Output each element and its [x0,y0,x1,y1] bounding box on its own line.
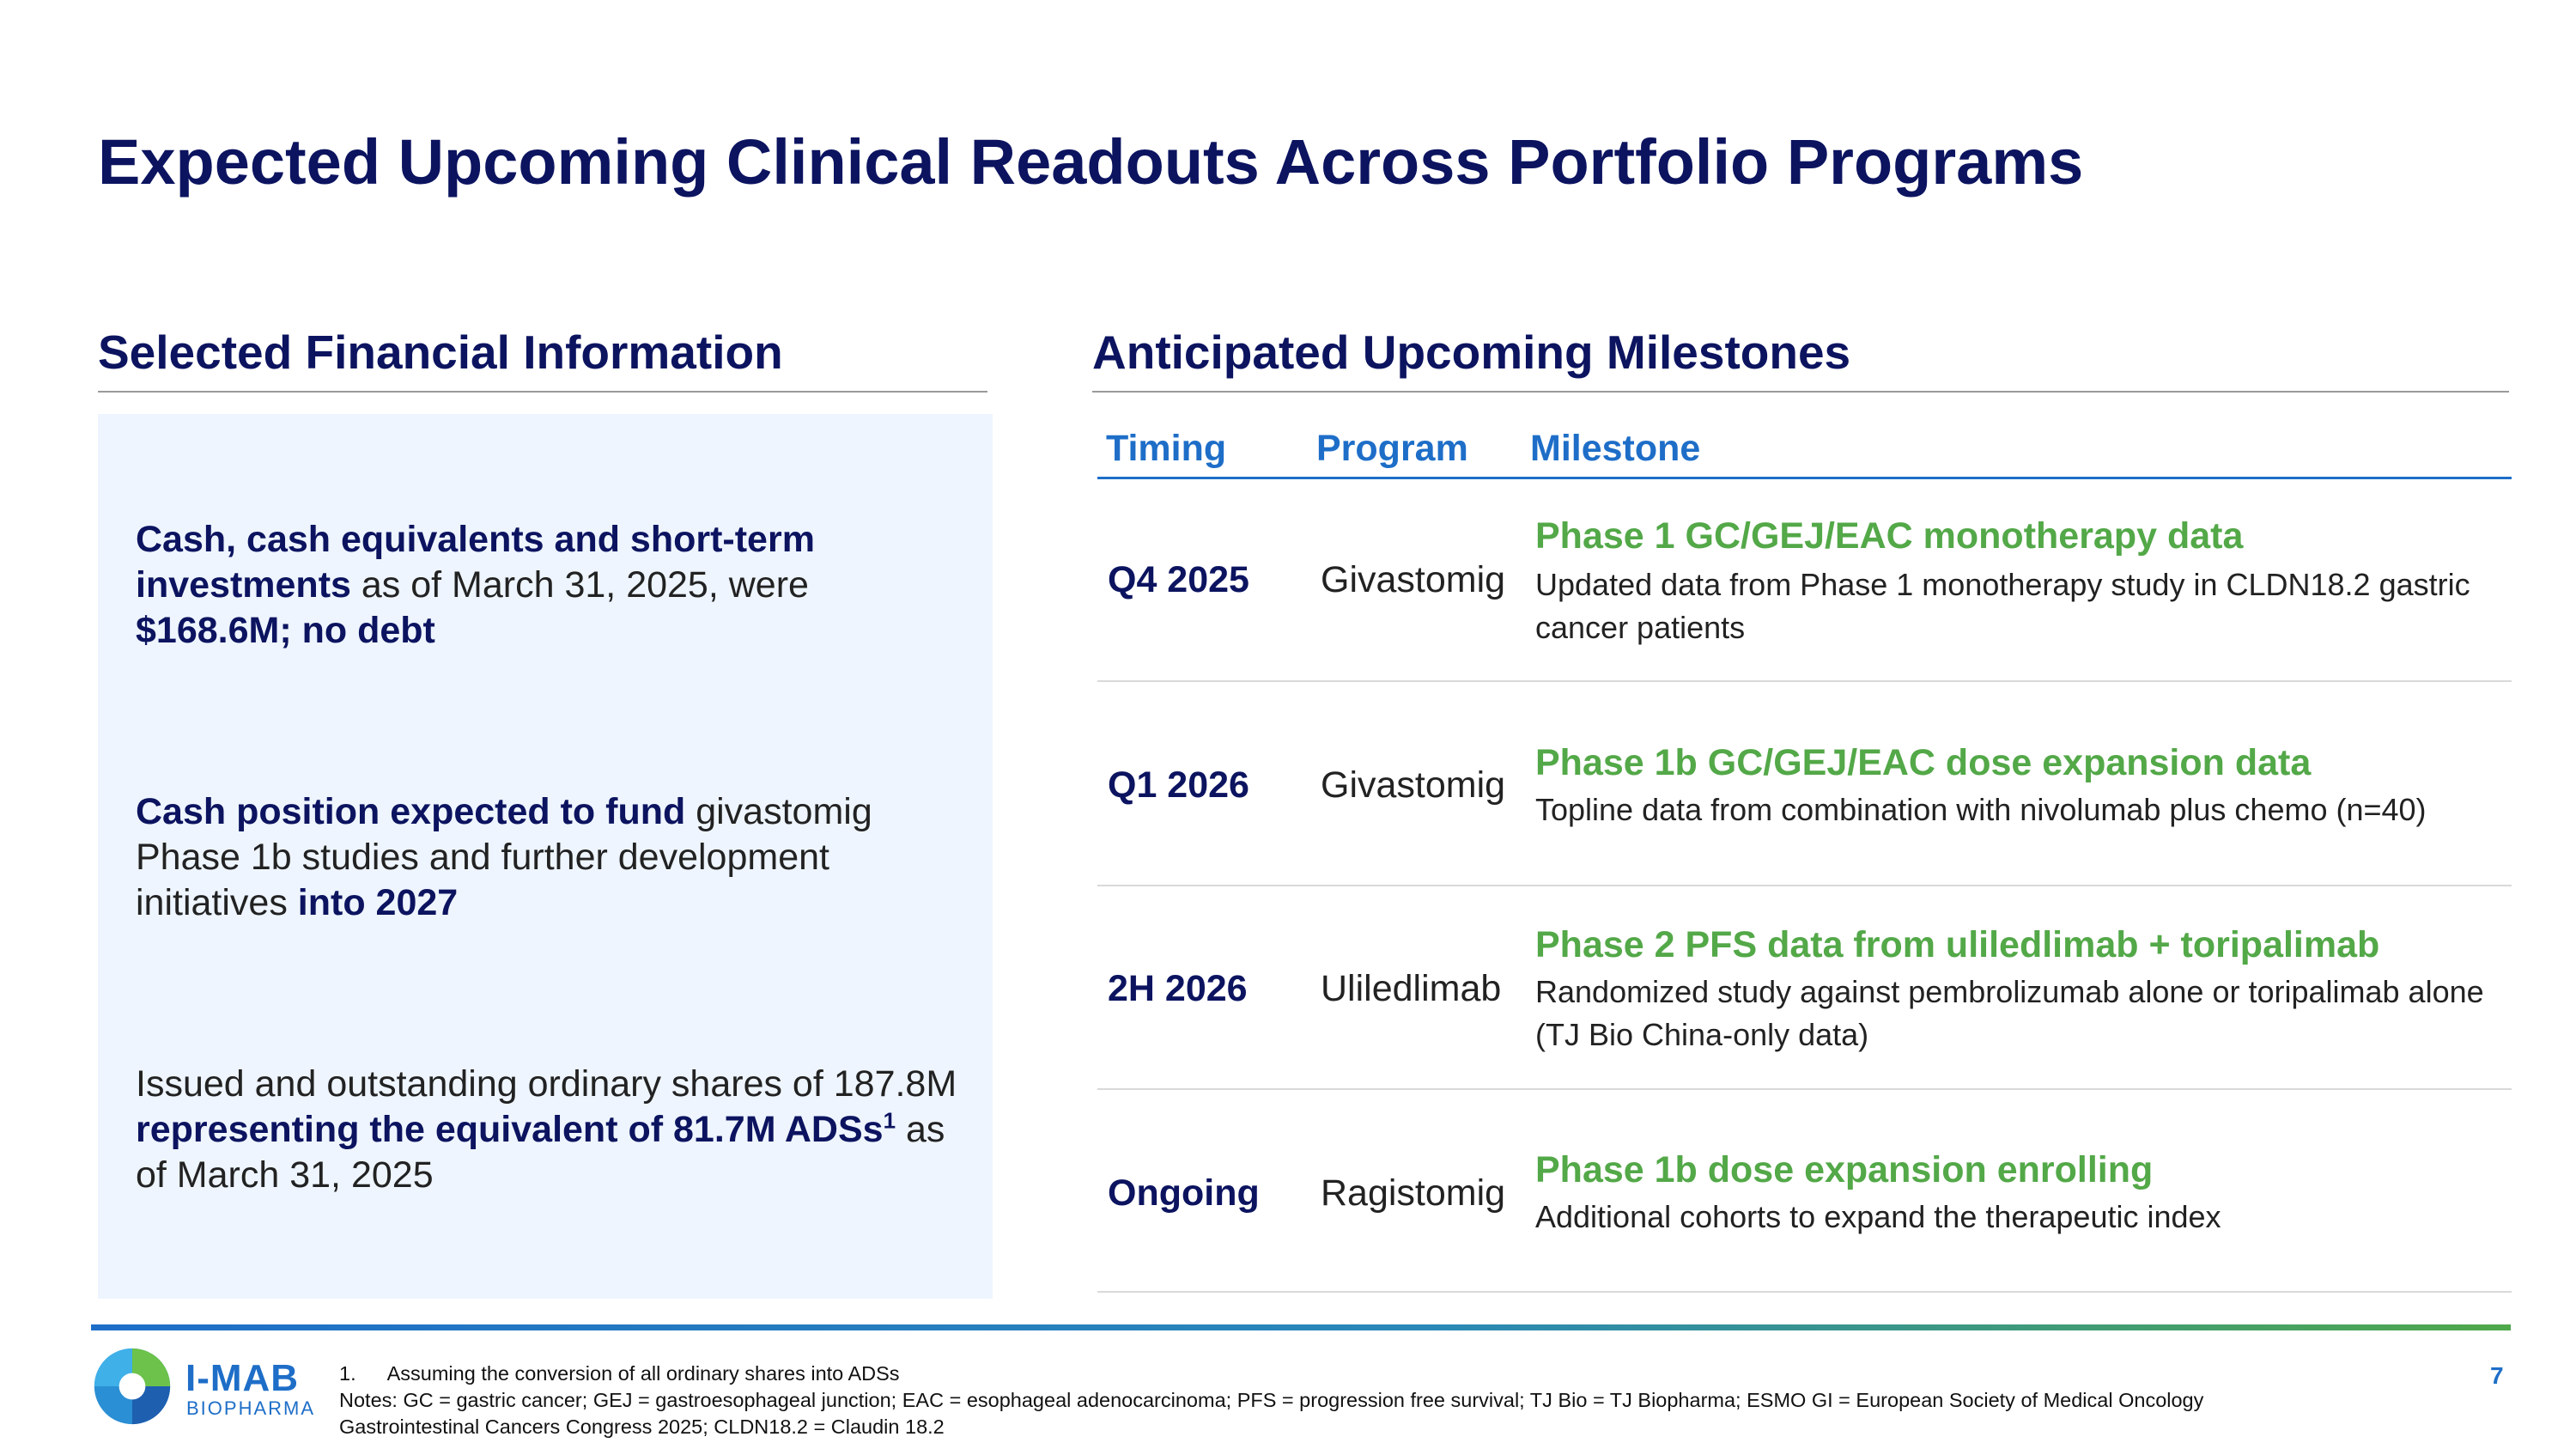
footnote-1: 1. Assuming the conversion of all ordinar… [339,1362,900,1385]
cash-label: Cash, cash equivalents and short-term in… [136,519,815,606]
financial-panel [98,414,993,1299]
shares-ads-value: representing the equivalent of 81.7M ADS… [136,1109,896,1150]
row-divider [1097,1088,2512,1090]
cash-value: $168.6M; no debt [136,610,435,651]
footer-gradient-bar [91,1324,2511,1330]
row-milestone-title: Phase 2 PFS data from uliledlimab + tori… [1535,924,2380,965]
row-milestone-desc: Topline data from combination with nivol… [1535,792,2427,827]
logo-wordmark: I-MAB [185,1357,300,1399]
row-program: Uliledlimab [1321,968,1502,1009]
footnote-1-text: Assuming the conversion of all ordinary … [386,1362,900,1385]
runway-value: into 2027 [297,882,459,923]
runway-text: givastomig Phase 1b studies and further … [136,791,872,923]
row-milestone-title: Phase 1b GC/GEJ/EAC dose expansion data [1535,742,2312,783]
table-header-rule [1097,477,2512,479]
footnote-ref: 1 [883,1107,896,1134]
row-divider [1097,680,2512,682]
column-header-milestone: Milestone [1530,428,1701,469]
financial-heading-rule [98,391,987,393]
financial-item-shares: Issued and outstanding ordinary shares o… [136,1062,960,1198]
row-milestone-desc: Randomized study against pembrolizumab a… [1535,974,2484,1052]
row-timing: Q1 2026 [1108,764,1249,806]
row-milestone-title: Phase 1b dose expansion enrolling [1535,1149,2154,1190]
row-timing: 2H 2026 [1108,968,1248,1009]
row-divider [1097,1291,2512,1293]
row-timing: Ongoing [1108,1172,1260,1214]
row-divider [1097,885,2512,886]
shares-ads-text: representing the equivalent of 81.7M ADS… [136,1109,884,1150]
column-header-timing: Timing [1106,428,1227,469]
row-program: Ragistomig [1321,1172,1506,1214]
page-number: 7 [2490,1362,2504,1389]
milestones-heading-rule [1092,391,2509,393]
shares-date-text: as of March 31, 2025 [136,1109,945,1196]
financial-item-cash: Cash, cash equivalents and short-term in… [136,517,960,654]
milestones-heading: Anticipated Upcoming Milestones [1092,326,1851,379]
imab-logo-icon [94,1348,171,1425]
row-timing: Q4 2025 [1108,559,1249,600]
financial-heading: Selected Financial Information [98,326,783,379]
notes-line-1: Notes: GC = gastric cancer; GEJ = gastro… [339,1389,2204,1411]
column-header-program: Program [1316,428,1468,469]
row-milestone-title: Phase 1 GC/GEJ/EAC monotherapy data [1535,515,2244,557]
runway-label: Cash position expected to fund [136,791,686,832]
logo-subtitle: BIOPHARMA [186,1397,316,1419]
row-program: Givastomig [1321,764,1506,806]
notes-line-2: Gastrointestinal Cancers Congress 2025; … [339,1416,945,1438]
shares-text: Issued and outstanding ordinary shares o… [136,1063,957,1105]
page-title: Expected Upcoming Clinical Readouts Acro… [98,126,2084,198]
row-milestone-desc: Updated data from Phase 1 monotherapy st… [1535,567,2470,645]
row-milestone-desc: Additional cohorts to expand the therape… [1535,1199,2221,1234]
financial-item-runway: Cash position expected to fund givastomi… [136,789,960,926]
footnote-1-number: 1. [339,1362,356,1385]
row-program: Givastomig [1321,559,1506,600]
cash-date-text: as of March 31, 2025, were [350,564,809,606]
